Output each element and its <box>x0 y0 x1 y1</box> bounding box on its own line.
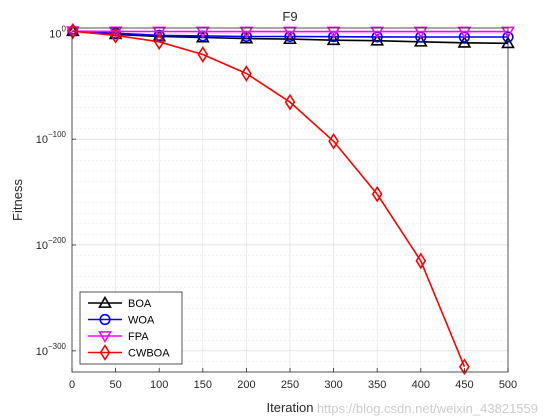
x-tick-label: 150 <box>194 379 212 391</box>
y-tick-label: 10−200 <box>36 236 67 252</box>
data-point <box>326 33 341 46</box>
data-point <box>457 26 472 39</box>
legend-label: WOA <box>128 315 155 327</box>
y-tick-label: 10−100 <box>36 130 67 146</box>
data-point <box>283 26 297 39</box>
data-point <box>241 65 252 82</box>
data-point <box>197 46 209 63</box>
data-point <box>328 132 339 150</box>
watermark: https://blog.csdn.net/weixin_43821559 <box>316 401 538 416</box>
data-point <box>501 26 515 39</box>
data-point <box>67 22 79 40</box>
data-point <box>283 32 297 45</box>
data-point <box>110 27 121 44</box>
data-point <box>239 26 254 39</box>
chart-title: F9 <box>282 9 297 24</box>
data-point <box>370 26 385 39</box>
data-point <box>326 26 341 39</box>
series-line <box>72 30 509 45</box>
data-point <box>195 26 210 39</box>
data-point <box>152 26 167 39</box>
data-point <box>195 30 210 43</box>
data-point <box>370 33 385 46</box>
data-point <box>153 33 165 51</box>
x-axis-title: Iteration <box>267 400 314 415</box>
x-tick-label: 250 <box>281 379 299 391</box>
data-point <box>98 295 112 308</box>
x-tick-label: 450 <box>455 379 473 391</box>
legend: BOA WOA FPA CWBOA <box>79 291 183 365</box>
x-tick-label: 300 <box>324 379 342 391</box>
data-point <box>99 313 111 326</box>
y-axis-title: Fitness <box>10 179 25 221</box>
data-point <box>99 344 111 361</box>
x-tick-label: 350 <box>368 379 386 391</box>
y-tick-label: 100 <box>49 24 66 40</box>
data-point <box>284 93 296 111</box>
series-layer <box>65 22 515 376</box>
x-ticks: 0 50 100 150 200 250 300 350 400 450 500 <box>69 368 517 391</box>
data-point <box>153 29 165 42</box>
x-tick-label: 400 <box>412 379 430 391</box>
y-tick-label: 10−300 <box>36 342 67 358</box>
x-tick-label: 200 <box>237 379 255 391</box>
x-tick-label: 500 <box>499 379 517 391</box>
x-tick-label: 0 <box>69 379 75 391</box>
data-point <box>413 26 428 39</box>
x-tick-label: 50 <box>109 379 121 391</box>
legend-label: BOA <box>128 298 152 310</box>
data-point <box>459 358 470 376</box>
legend-label: CWBOA <box>128 348 170 360</box>
data-point <box>457 35 472 48</box>
series-line <box>72 30 466 368</box>
data-point <box>415 252 427 270</box>
series-cwboa <box>67 22 470 376</box>
data-point <box>371 185 383 203</box>
x-tick-label: 100 <box>150 379 168 391</box>
legend-label: FPA <box>128 331 149 343</box>
y-ticks: 100 10−100 10−200 10−300 <box>36 24 76 358</box>
data-point <box>98 331 112 344</box>
data-point <box>239 31 254 44</box>
